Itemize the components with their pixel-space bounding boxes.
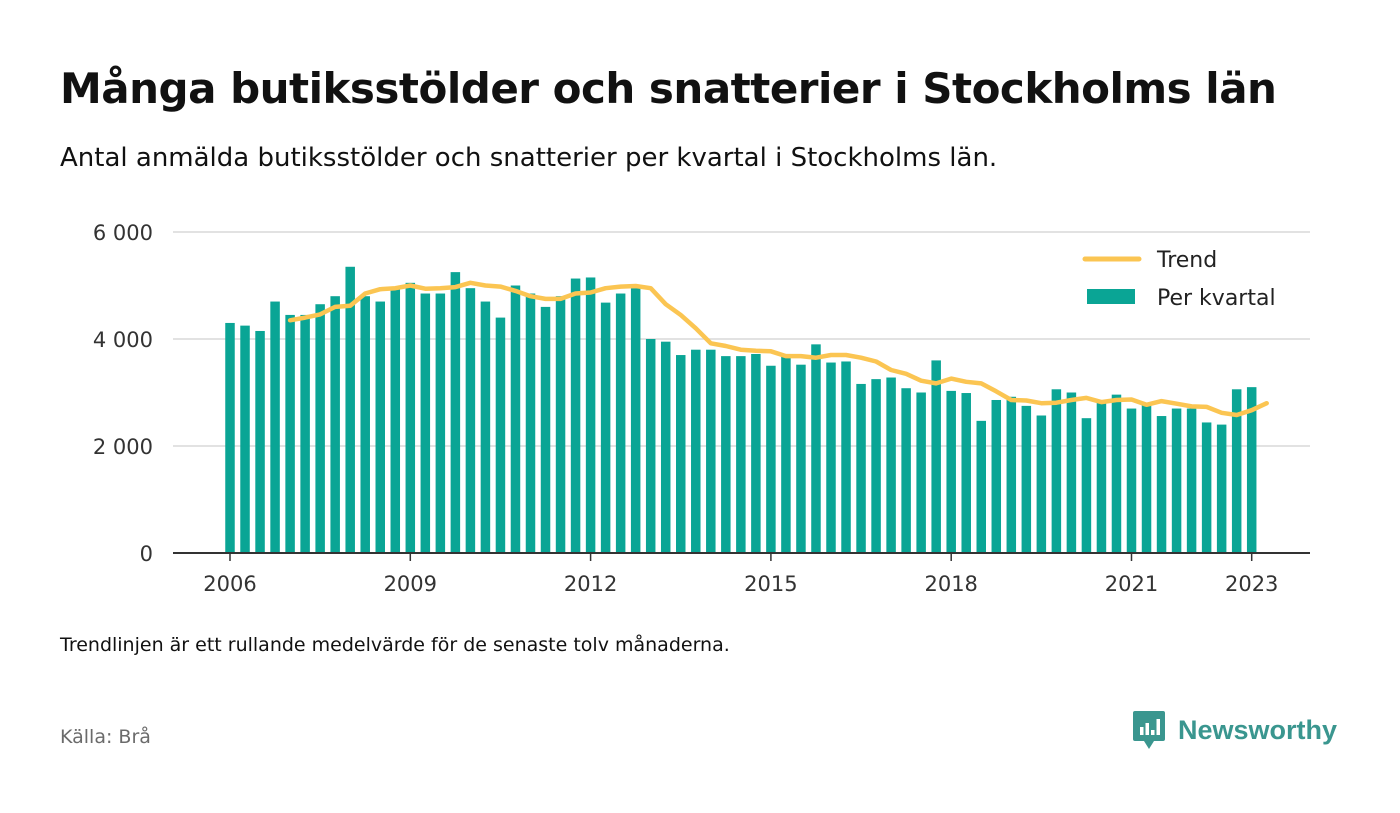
bar bbox=[420, 293, 431, 553]
bar bbox=[706, 349, 716, 553]
bar bbox=[1066, 392, 1077, 553]
y-tick-label: 2 000 bbox=[93, 435, 153, 459]
legend: Trend Per kvartal bbox=[1082, 248, 1276, 311]
brand-name: Newsworthy bbox=[1178, 714, 1338, 745]
x-tick-label: 2018 bbox=[924, 572, 977, 596]
bar bbox=[1231, 389, 1242, 553]
bar bbox=[1096, 401, 1107, 553]
bar bbox=[345, 266, 355, 553]
bar bbox=[886, 377, 896, 553]
bar bbox=[1111, 394, 1122, 553]
bar bbox=[300, 314, 310, 553]
bar bbox=[330, 296, 340, 553]
bar bbox=[570, 278, 581, 553]
bar bbox=[751, 353, 761, 553]
bar bbox=[615, 293, 626, 553]
bar bbox=[435, 293, 446, 553]
legend-per-kvartal-label: Per kvartal bbox=[1157, 286, 1276, 311]
x-tick-label: 2021 bbox=[1105, 572, 1158, 596]
bar bbox=[585, 277, 596, 553]
bar bbox=[1081, 418, 1092, 553]
trend-footnote: Trendlinjen är ett rullande medelvärde f… bbox=[60, 634, 730, 656]
axes: 0 2 000 4 000 6 000 2006 2009 2012 2015 2018 2021… bbox=[93, 221, 1310, 596]
x-tick-label: 2009 bbox=[384, 572, 437, 596]
trend-line bbox=[287, 280, 1269, 418]
source-label: Källa: Brå bbox=[60, 726, 151, 748]
bar bbox=[555, 296, 566, 553]
chart-title: Många butiksstölder och snatterier i Sto… bbox=[60, 64, 1277, 113]
bar bbox=[315, 304, 325, 553]
bar bbox=[871, 379, 881, 553]
x-tick-label: 2012 bbox=[564, 572, 617, 596]
bar bbox=[856, 383, 866, 553]
bar bbox=[1126, 408, 1137, 553]
bar bbox=[1186, 408, 1197, 553]
bar bbox=[1216, 424, 1227, 553]
bar bbox=[916, 392, 926, 553]
y-tick-label: 4 000 bbox=[93, 328, 153, 352]
bar bbox=[660, 341, 671, 553]
bar bbox=[225, 322, 235, 553]
bar bbox=[811, 344, 821, 553]
bar bbox=[285, 314, 295, 553]
bar bbox=[645, 339, 656, 553]
bar bbox=[375, 301, 385, 553]
bar bbox=[1036, 415, 1047, 553]
bar bbox=[540, 306, 551, 553]
y-tick-label: 6 000 bbox=[93, 221, 153, 245]
bar bbox=[630, 288, 641, 553]
bar bbox=[901, 388, 911, 553]
bar-series-per-kvartal bbox=[225, 266, 1257, 553]
bar bbox=[510, 285, 521, 553]
bar bbox=[240, 325, 250, 553]
bar bbox=[781, 353, 791, 553]
bar bbox=[495, 317, 506, 553]
bar bbox=[841, 361, 851, 553]
bar bbox=[1201, 422, 1212, 553]
x-tick-label: 2015 bbox=[744, 572, 797, 596]
bar bbox=[1171, 408, 1182, 553]
bar bbox=[961, 393, 971, 553]
bar bbox=[1141, 403, 1152, 553]
bar bbox=[766, 365, 776, 553]
bar bbox=[465, 288, 476, 553]
bar bbox=[390, 288, 401, 553]
bar bbox=[676, 355, 686, 553]
bar bbox=[270, 301, 280, 553]
bar bbox=[360, 296, 370, 553]
legend-per-kvartal-swatch bbox=[1087, 289, 1135, 304]
bar bbox=[796, 364, 806, 553]
bar bbox=[1156, 416, 1167, 553]
bar bbox=[691, 349, 701, 553]
bar bbox=[525, 293, 536, 553]
bar bbox=[1006, 396, 1017, 553]
bar bbox=[976, 420, 986, 553]
newsworthy-logo-icon bbox=[1133, 711, 1165, 749]
x-tick-label: 2023 bbox=[1225, 572, 1278, 596]
bar bbox=[721, 356, 731, 553]
x-tick-label: 2006 bbox=[203, 572, 256, 596]
bar bbox=[1246, 387, 1257, 553]
bar bbox=[255, 330, 265, 553]
bar bbox=[1021, 405, 1032, 553]
bar bbox=[600, 302, 611, 553]
line-series-trend bbox=[287, 280, 1269, 418]
bar bbox=[931, 360, 941, 553]
y-tick-label: 0 bbox=[140, 542, 153, 566]
bar bbox=[450, 272, 461, 553]
bar bbox=[946, 390, 956, 553]
bar bbox=[1051, 389, 1062, 553]
bar bbox=[480, 301, 491, 553]
bar bbox=[405, 282, 416, 553]
chart-subtitle: Antal anmälda butiksstölder och snatteri… bbox=[60, 143, 998, 173]
bar bbox=[991, 399, 1002, 553]
legend-trend-label: Trend bbox=[1156, 248, 1217, 273]
bar bbox=[826, 362, 836, 553]
brand-logo: Newsworthy bbox=[1132, 710, 1337, 750]
bar bbox=[736, 356, 746, 553]
